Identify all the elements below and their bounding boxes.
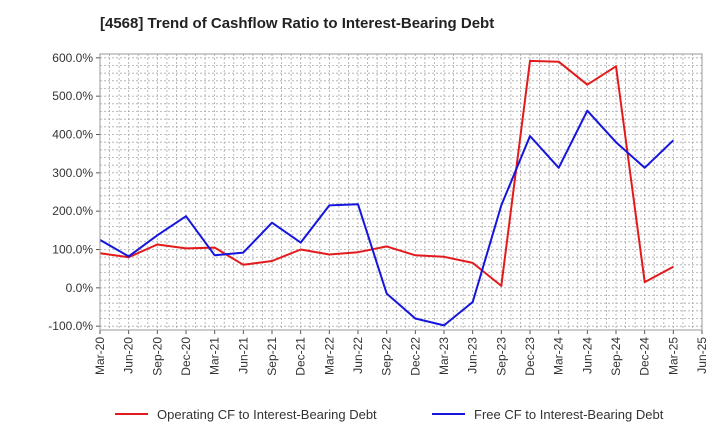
x-tick-label: Sep-23 xyxy=(494,337,508,376)
x-tick-label: Mar-24 xyxy=(552,337,566,375)
x-tick-label: Dec-21 xyxy=(294,337,308,376)
y-axis: 600.0% 500.0% 400.0% 300.0% 200.0% 100.0% 0.0%… xyxy=(48,51,100,333)
x-tick-label: Mar-20 xyxy=(93,337,107,375)
chart-title: [4568] Trend of Cashflow Ratio to Intere… xyxy=(100,15,494,32)
y-tick-label: 400.0% xyxy=(52,128,93,142)
x-tick-label: Jun-25 xyxy=(695,337,709,374)
x-tick-label: Sep-21 xyxy=(265,337,279,376)
legend: Operating CF to Interest-Bearing Debt Fre… xyxy=(115,407,664,422)
y-tick-label: 500.0% xyxy=(52,89,93,103)
series-line-operating-cf xyxy=(99,59,674,287)
x-axis: Mar-20 Jun-20 Sep-20 Dec-20 Mar-21 Jun-21 Sep-… xyxy=(93,330,709,376)
x-tick-label: Dec-22 xyxy=(408,337,422,376)
x-tick-label: Jun-22 xyxy=(351,337,365,374)
series-line-free-cf xyxy=(99,109,674,327)
plot-area xyxy=(99,53,703,331)
y-tick-label: -100.0% xyxy=(48,319,93,333)
x-tick-label: Sep-20 xyxy=(150,337,164,376)
x-tick-label: Dec-23 xyxy=(523,337,537,376)
y-tick-label: 200.0% xyxy=(52,204,93,218)
grid xyxy=(99,54,703,330)
x-tick-label: Jun-21 xyxy=(236,337,250,374)
x-tick-label: Jun-20 xyxy=(122,337,136,374)
x-tick-label: Mar-25 xyxy=(666,337,680,375)
y-tick-label: 100.0% xyxy=(52,243,93,257)
x-tick-label: Mar-23 xyxy=(437,337,451,375)
series-lines xyxy=(99,59,674,327)
x-tick-label: Mar-21 xyxy=(208,337,222,375)
legend-label: Free CF to Interest-Bearing Debt xyxy=(474,407,664,422)
x-tick-label: Dec-24 xyxy=(638,337,652,376)
x-tick-label: Dec-20 xyxy=(179,337,193,376)
y-tick-label: 0.0% xyxy=(66,281,94,295)
x-tick-label: Jun-23 xyxy=(466,337,480,374)
legend-label: Operating CF to Interest-Bearing Debt xyxy=(157,407,377,422)
y-tick-label: 600.0% xyxy=(52,51,93,65)
x-tick-label: Sep-24 xyxy=(609,337,623,376)
y-tick-label: 300.0% xyxy=(52,166,93,180)
x-tick-label: Sep-22 xyxy=(380,337,394,376)
x-tick-label: Jun-24 xyxy=(580,337,594,374)
x-tick-label: Mar-22 xyxy=(322,337,336,375)
